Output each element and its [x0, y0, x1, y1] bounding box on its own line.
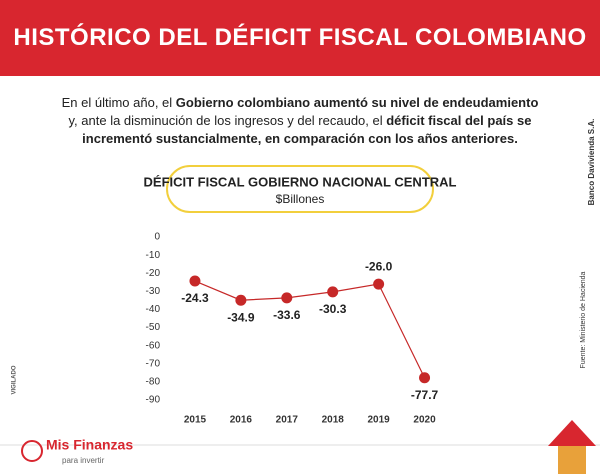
point [189, 275, 201, 287]
point [327, 286, 339, 298]
point [281, 292, 293, 304]
x-tick-label: 2017 [276, 415, 299, 426]
y-tick-label: -50 [146, 322, 161, 333]
bank-name: Banco Davivienda S.A. [587, 119, 596, 206]
y-tick-label: -10 [146, 250, 161, 261]
title-box [166, 165, 434, 213]
point [235, 294, 247, 306]
intro-text: y, ante la disminución de los ingresos y… [68, 113, 387, 128]
intro-text: En el último año, el [61, 95, 176, 110]
data-label: -77.7 [411, 388, 439, 402]
y-tick-label: -70 [146, 358, 161, 369]
chart-subtitle: $Billones [276, 192, 325, 206]
vigilado: VIGILADO [12, 365, 18, 394]
point [419, 372, 431, 384]
x-tick-label: 2020 [413, 415, 436, 426]
x-tick-label: 2019 [368, 415, 391, 426]
x-tick-label: 2018 [322, 415, 345, 426]
y-tick-label: -60 [146, 340, 161, 351]
data-label: -24.3 [181, 291, 209, 305]
data-label: -30.3 [319, 302, 347, 316]
house-icon [548, 420, 596, 446]
logo-tagline: para invertir [62, 456, 105, 465]
y-tick-label: -30 [146, 286, 161, 297]
y-tick-label: 0 [154, 232, 160, 243]
header-title: HISTÓRICO DEL DÉFICIT FISCAL COLOMBIANO [0, 0, 600, 76]
intro-text: déficit fiscal del país se incrementó su… [82, 113, 532, 146]
intro-text: Gobierno colombiano aumentó su nivel de … [175, 95, 539, 110]
logo-icon [21, 440, 43, 462]
y-tick-label: -90 [146, 395, 161, 406]
y-tick-label: -40 [146, 304, 161, 315]
x-tick-label: 2015 [184, 415, 207, 426]
logo-name: Mis Finanzas [46, 437, 133, 453]
y-tick-label: -80 [146, 377, 161, 388]
point [373, 278, 385, 290]
intro: En el último año, el Gobierno colombiano… [60, 94, 540, 148]
line [194, 280, 426, 378]
source: Fuente: Ministerio de Hacienda [580, 271, 587, 368]
x-tick-label: 2016 [230, 415, 253, 426]
data-label: -26.0 [365, 259, 393, 273]
data-label: -33.6 [273, 308, 301, 322]
y-tick-label: -20 [146, 268, 161, 279]
house-body [558, 446, 586, 474]
chart-title: DÉFICIT FISCAL GOBIERNO NACIONAL CENTRAL [144, 174, 457, 189]
data-label: -34.9 [227, 310, 255, 324]
